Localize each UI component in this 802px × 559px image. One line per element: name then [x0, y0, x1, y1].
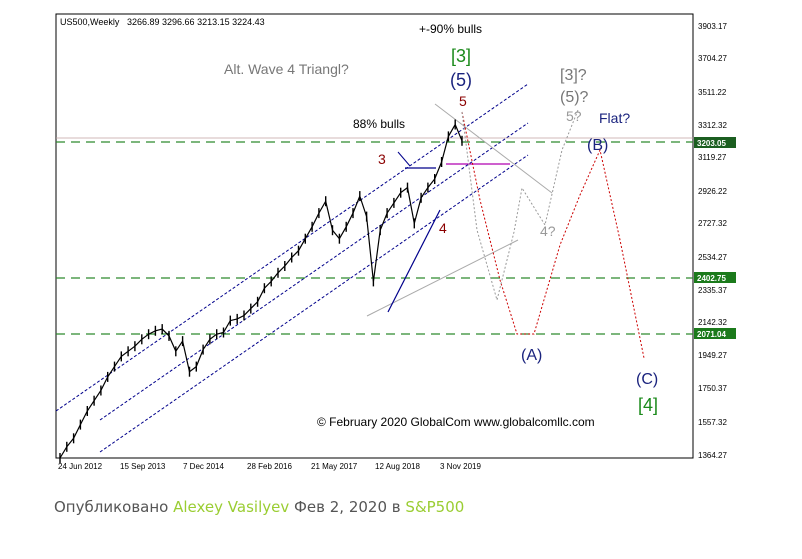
date-tick: 21 May 2017	[311, 462, 358, 471]
gray-4-label: 4?	[540, 223, 556, 239]
level-badge-2071: 2071.04	[697, 330, 726, 339]
date-tick: 7 Dec 2014	[183, 462, 224, 471]
price-tick: 1364.27	[698, 451, 727, 460]
gray-3-label: [3]?	[560, 67, 587, 84]
price-tick: 3119.27	[698, 153, 727, 162]
flat-label: Flat?	[599, 110, 630, 126]
wave-a-label: (A)	[521, 347, 542, 364]
copyright-label: © February 2020 GlobalCom www.globalcoml…	[317, 415, 595, 429]
level-badge-bg	[694, 328, 736, 339]
price-tick: 3511.22	[698, 88, 727, 97]
wave-5-blue: (5)	[450, 70, 472, 90]
wave4-support-line	[387, 209, 441, 313]
price-line	[59, 123, 463, 459]
bulls88-label: 88% bulls	[353, 117, 405, 131]
price-tick: 3704.27	[698, 54, 727, 63]
price-tick: 2727.32	[698, 219, 727, 228]
gray-5b-label: 5?	[566, 108, 582, 124]
wave-b-label: (B)	[587, 137, 608, 154]
date-tick: 3 Nov 2019	[440, 462, 481, 471]
gray-projection-path	[461, 109, 579, 302]
date-scale: 24 Jun 2012 15 Sep 2013 7 Dec 2014 28 Fe…	[58, 462, 481, 471]
date-tick: 28 Feb 2016	[247, 462, 292, 471]
date-tick: 24 Jun 2012	[58, 462, 103, 471]
symbol-label: US500,Weekly	[60, 17, 120, 27]
gray-5-label: (5)?	[560, 89, 589, 106]
wave-c-label: (C)	[636, 371, 658, 388]
price-scale: 3903.17 3704.27 3511.22 3312.32 3119.27 …	[698, 22, 727, 460]
price-tick: 2142.32	[698, 318, 727, 327]
plot-frame	[55, 13, 694, 459]
wave-4-green: [4]	[638, 395, 658, 415]
ohlc-label: 3266.89 3296.66 3213.15 3224.43	[127, 17, 265, 27]
price-series	[59, 119, 463, 463]
wave-4-red: 4	[439, 220, 447, 236]
current-price-badge: 3203.05	[697, 139, 726, 148]
author-link[interactable]: Alexey Vasilyev	[173, 498, 290, 516]
price-tick: 3903.17	[698, 22, 727, 31]
channel-lower	[99, 154, 529, 453]
date-tick: 12 Aug 2018	[375, 462, 420, 471]
wave-3-red: 3	[378, 151, 386, 167]
level-badge-2402: 2402.75	[697, 274, 726, 283]
price-tick: 1557.32	[698, 418, 727, 427]
chart-svg: US500,Weekly 3266.89 3296.66 3213.15 322…	[55, 13, 736, 471]
channel-lines	[55, 83, 529, 453]
channel-upper	[55, 83, 529, 412]
price-tick: 1949.27	[698, 351, 727, 360]
bulls88-pointer	[397, 151, 411, 167]
price-tick: 2534.27	[698, 253, 727, 262]
top-note: +-90% bulls	[419, 22, 482, 36]
symbol-link[interactable]: S&P500	[405, 498, 465, 516]
current-price-badge-bg	[694, 137, 736, 148]
date-tick: 15 Sep 2013	[120, 462, 166, 471]
level-badge-bg	[694, 272, 736, 283]
price-tick: 2926.22	[698, 187, 727, 196]
price-tick: 2335.37	[698, 286, 727, 295]
red-projection-path	[461, 111, 645, 359]
caption: Опубликовано Alexey Vasilyev Фев 2, 2020…	[54, 498, 464, 516]
price-badges: 3203.05 2402.75 2071.04	[694, 137, 736, 339]
wave-3-green: [3]	[451, 46, 471, 66]
caption-prefix: Опубликовано	[54, 498, 169, 516]
wave-5-red: 5	[459, 93, 467, 109]
price-tick: 1750.37	[698, 384, 727, 393]
channel-middle	[99, 122, 529, 421]
alt-wave-label: Alt. Wave 4 Triangl?	[224, 61, 349, 77]
price-tick: 3312.32	[698, 121, 727, 130]
level-lines	[56, 141, 693, 335]
caption-date: Фев 2, 2020 в	[294, 498, 401, 516]
gray-trend-upper	[434, 103, 553, 194]
